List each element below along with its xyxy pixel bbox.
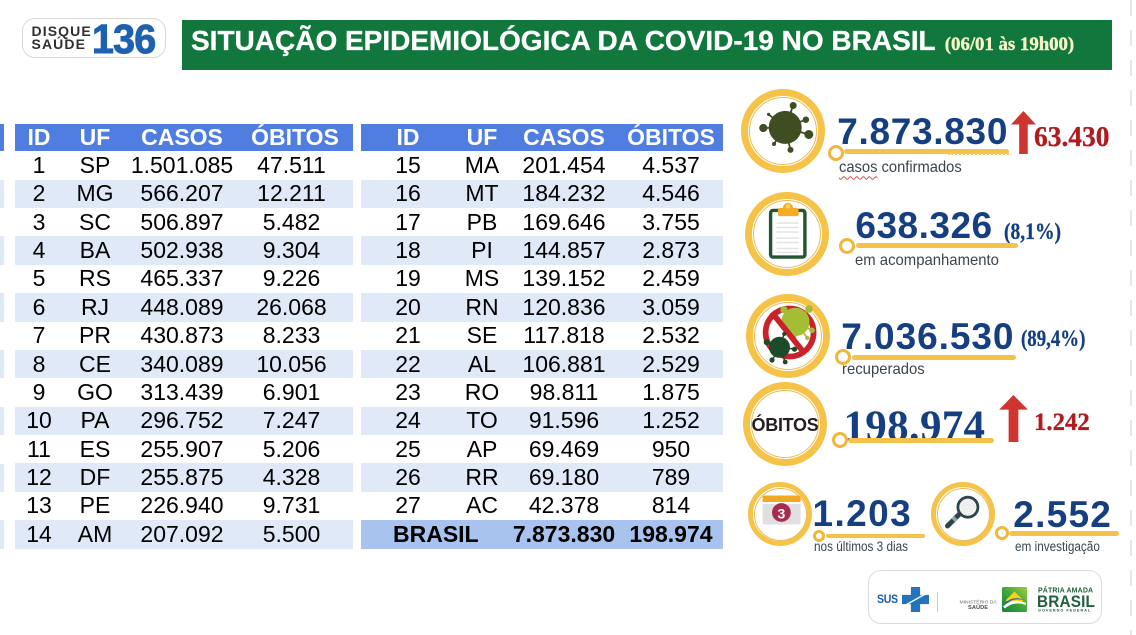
svg-text:3: 3	[778, 506, 786, 522]
